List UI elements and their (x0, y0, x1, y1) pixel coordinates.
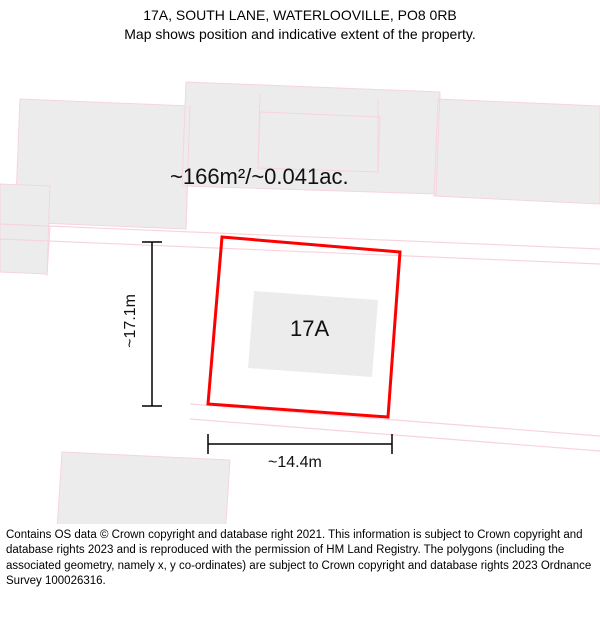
address-line: 17A, SOUTH LANE, WATERLOOVILLE, PO8 0RB (0, 6, 600, 25)
map-canvas: ~166m²/~0.041ac. 17A ~17.1m ~14.4m (0, 44, 600, 524)
area-label: ~166m²/~0.041ac. (170, 164, 349, 190)
plot-number-label: 17A (290, 316, 329, 342)
horizontal-dimension-text: ~14.4m (268, 454, 322, 472)
copyright-footer: Contains OS data © Crown copyright and d… (0, 524, 600, 590)
map-svg (0, 44, 600, 524)
vertical-dimension-text: ~17.1m (122, 294, 140, 348)
subtitle-line: Map shows position and indicative extent… (0, 25, 600, 44)
header: 17A, SOUTH LANE, WATERLOOVILLE, PO8 0RB … (0, 0, 600, 44)
